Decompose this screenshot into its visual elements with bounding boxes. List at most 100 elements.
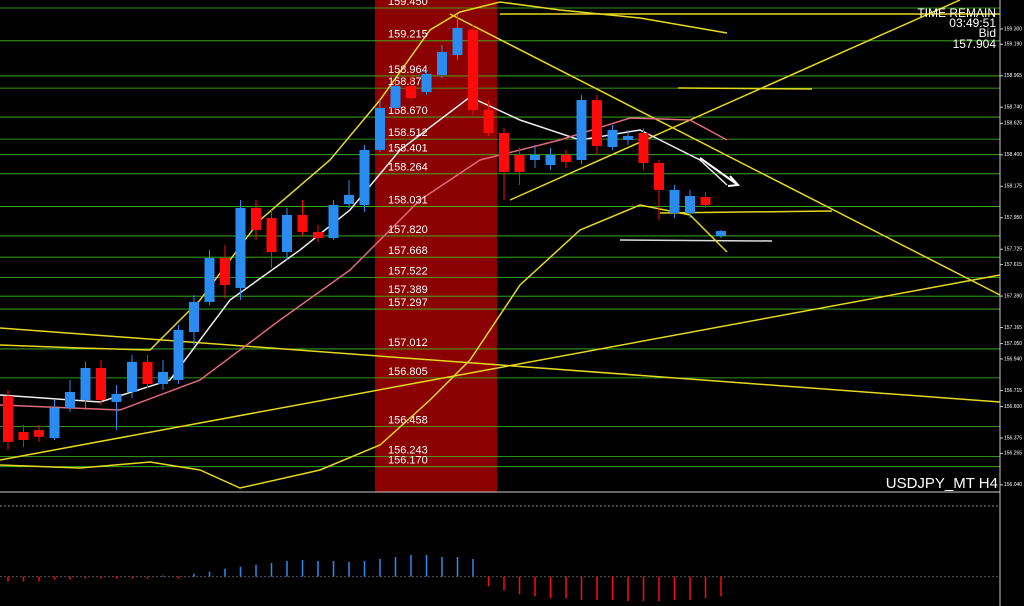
level-label: 157.522: [388, 266, 428, 278]
level-label: 158.264: [388, 162, 428, 174]
candle-body: [607, 129, 618, 147]
info-text: 157.904: [953, 37, 997, 51]
candle-body: [235, 207, 246, 288]
y-tick-label: 157.725: [1004, 247, 1022, 253]
candle-body: [716, 231, 726, 236]
y-tick-label: 158.625: [1004, 121, 1022, 127]
y-tick-label: 158.740: [1004, 105, 1022, 111]
y-tick-label: 157.050: [1004, 341, 1022, 347]
candle-body: [96, 367, 106, 400]
trend-line: [677, 87, 813, 90]
y-tick-label: 159.190: [1004, 42, 1022, 48]
symbol-label: USDJPY_MT H4: [886, 475, 998, 492]
trend-line: [0, 327, 1001, 403]
candle-body: [421, 73, 432, 93]
info-text: TIME REMAIN: [917, 6, 996, 20]
candle-body: [669, 189, 680, 213]
level-label: 159.215: [388, 29, 428, 41]
y-tick-label: 156.715: [1004, 388, 1022, 394]
candle-body: [189, 301, 199, 333]
level-label: 156.170: [388, 455, 428, 467]
candle-body: [483, 109, 494, 133]
candle-body: [576, 99, 587, 160]
level-label: 156.805: [388, 366, 428, 378]
candle-body: [592, 99, 602, 147]
candle-body: [514, 154, 525, 173]
trend-line: [0, 274, 1001, 461]
trend-line: [509, 0, 961, 201]
y-tick-label: 157.165: [1004, 325, 1022, 331]
candle-body: [437, 52, 447, 75]
candle-body: [3, 395, 13, 442]
level-label: 159.450: [388, 0, 428, 8]
level-label: 157.012: [388, 337, 428, 349]
candle-body: [34, 430, 44, 437]
y-tick-label: 157.615: [1004, 262, 1022, 268]
ma-slow: [0, 117, 728, 411]
candle-body: [297, 214, 308, 233]
y-tick-label: 158.965: [1004, 73, 1022, 79]
y-tick-label: 156.600: [1004, 404, 1022, 410]
candle-body: [685, 195, 695, 213]
info-text: Bid: [979, 26, 996, 40]
candle-body: [499, 132, 509, 173]
candle-body: [406, 86, 416, 99]
y-tick-label: 156.040: [1004, 482, 1022, 488]
candle-body: [313, 232, 323, 239]
level-label: 158.401: [388, 143, 428, 155]
level-label: 158.512: [388, 127, 428, 139]
candle-body: [530, 154, 540, 160]
candle-body: [173, 329, 184, 380]
candle-body: [158, 372, 168, 385]
level-label: 156.243: [388, 444, 428, 456]
band-lower: [0, 204, 728, 489]
candle-body: [266, 218, 277, 253]
y-tick-label: 156.375: [1004, 435, 1022, 441]
candle-body: [468, 29, 478, 110]
candle-body: [638, 132, 649, 163]
arrow: [699, 157, 741, 187]
candle-body: [623, 135, 633, 140]
candle-body: [328, 205, 339, 239]
candle-body: [111, 393, 122, 402]
candle-body: [375, 107, 385, 150]
candle-body: [390, 86, 401, 108]
candle-body: [282, 214, 292, 253]
level-label: 157.668: [388, 245, 428, 257]
candle-body: [452, 27, 463, 55]
candle-body: [142, 361, 153, 385]
candle-body: [65, 392, 75, 408]
level-label: 157.297: [388, 297, 428, 309]
candle-body: [654, 162, 664, 190]
candle-body: [49, 407, 60, 439]
level-label: 156.458: [388, 414, 428, 426]
y-tick-label: 159.300: [1004, 26, 1022, 32]
candle-body: [220, 258, 230, 286]
candle-body: [561, 154, 571, 162]
candle-body: [18, 432, 29, 440]
level-label: 157.389: [388, 284, 428, 296]
candle-body: [700, 197, 711, 206]
candle-body: [359, 149, 370, 206]
info-text: 03:49:51: [949, 16, 996, 30]
y-tick-label: 156.265: [1004, 451, 1022, 457]
trend-line: [449, 13, 1001, 296]
level-label: 158.964: [388, 64, 428, 76]
y-tick-label: 157.950: [1004, 215, 1022, 221]
candle-body: [127, 361, 137, 393]
y-tick-label: 157.390: [1004, 293, 1022, 299]
candle-body: [204, 258, 215, 302]
level-label: 158.031: [388, 194, 428, 206]
y-tick-label: 158.175: [1004, 184, 1022, 190]
y-tick-label: 158.400: [1004, 152, 1022, 158]
candle-body: [545, 154, 556, 166]
trend-line: [619, 239, 773, 242]
level-label: 158.877: [388, 76, 428, 88]
candle-body: [251, 207, 261, 230]
ma-fast: [0, 96, 728, 403]
y-tick-label: 156.940: [1004, 356, 1022, 362]
candle-body: [344, 194, 354, 205]
